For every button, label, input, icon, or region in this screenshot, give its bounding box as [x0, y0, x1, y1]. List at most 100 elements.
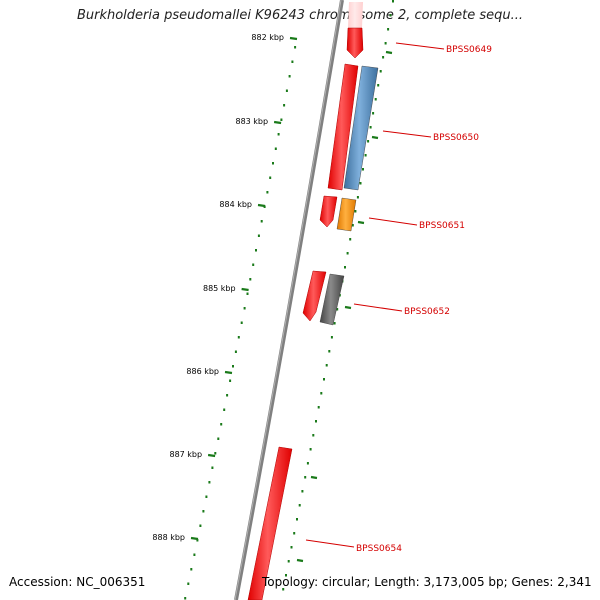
outer-major-tick [296, 558, 304, 563]
scale-dot [229, 379, 232, 382]
gene-arrow-bpss0654[interactable] [247, 446, 293, 600]
scale-tick-label: 883 kbp [235, 117, 268, 126]
gene-labels[interactable]: BPSS0649 BPSS0650 BPSS0651 BPSS0652 BPSS0654 [305, 42, 492, 554]
outer-dot [312, 434, 315, 437]
scale-tick-label: 885 kbp [203, 284, 236, 293]
outer-dot [369, 126, 372, 129]
scale-major-tick [257, 203, 266, 208]
backbone [234, 0, 344, 600]
outer-major-tick [310, 475, 318, 480]
scale-dot [196, 539, 199, 542]
gene-label-leader [305, 539, 355, 548]
outer-dot [304, 476, 307, 479]
gene-arrow-bpss0651[interactable] [319, 195, 338, 228]
outer-dot [364, 154, 367, 157]
scale-ticks: 882 kbp 883 kbp 884 kbp 885 kbp 886 kbp 887 k… [152, 33, 298, 600]
outer-dot [377, 84, 380, 87]
outer-dot [309, 448, 312, 451]
scale-dot [184, 597, 187, 600]
genome-summary: Topology: circular; Length: 3,173,005 bp… [262, 575, 592, 589]
scale-dot [255, 249, 257, 252]
scale-major-tick [273, 120, 282, 125]
outer-major-tick [371, 135, 379, 140]
scale-major-tick [207, 453, 216, 458]
outer-dot [359, 182, 362, 185]
map-title: Burkholderia pseudomallei K96243 chromos… [76, 8, 524, 23]
scale-dot [240, 321, 243, 324]
outer-dot [346, 252, 349, 255]
scale-dot [252, 263, 255, 266]
outer-dot [290, 546, 293, 549]
gene-features[interactable] [247, 2, 379, 600]
scale-dot [232, 365, 234, 368]
scale-dot [249, 278, 252, 281]
gene-arrow-faint[interactable] [348, 2, 363, 28]
accession-label: Accession: NC_006351 [9, 575, 146, 589]
outer-dot [362, 168, 364, 171]
outer-dot [315, 420, 317, 423]
gene-arrow-bpss0649[interactable] [346, 27, 364, 59]
scale-major-tick [190, 536, 199, 541]
chromosome-backbone [234, 0, 344, 600]
scale-dot [202, 510, 205, 513]
outer-dot [349, 238, 352, 241]
scale-dot [280, 118, 283, 121]
scale-dot [288, 75, 291, 78]
scale-dot [237, 336, 240, 339]
outer-dot [379, 70, 382, 73]
scale-dot [199, 524, 202, 527]
scale-dot [269, 176, 272, 179]
feature-block-bpss0651[interactable] [336, 197, 357, 232]
scale-dot [193, 553, 196, 556]
scale-tick-label: 888 kbp [152, 533, 185, 542]
scale-dot [291, 60, 294, 63]
scale-dot [277, 133, 280, 136]
outer-dot [351, 224, 354, 227]
outer-dot [317, 406, 320, 409]
gene-label-leader [353, 303, 403, 312]
gene-arrow-bpss0650[interactable] [327, 63, 359, 191]
chromosome-backbone-shine [234, 0, 342, 600]
outer-dot [282, 588, 285, 591]
outer-dot [336, 308, 339, 311]
scale-dot [283, 104, 286, 107]
outer-dot [372, 112, 375, 115]
outer-dot [285, 574, 287, 577]
scale-dot [285, 89, 288, 92]
outer-major-tick [357, 220, 365, 225]
scale-tick-label: 882 kbp [251, 33, 284, 42]
gene-label-bpss0654[interactable]: BPSS0654 [356, 544, 402, 554]
scale-dot [217, 437, 220, 440]
outer-dot [356, 196, 359, 199]
outer-dot [382, 56, 385, 59]
outer-dot [323, 378, 325, 381]
outer-dot [374, 98, 377, 101]
gene-label-bpss0649[interactable]: BPSS0649 [446, 45, 492, 55]
outer-dot [306, 462, 309, 465]
outer-dot [354, 210, 357, 213]
gene-label-leader [395, 42, 445, 50]
outer-dot [392, 0, 394, 3]
scale-tick-label: 887 kbp [169, 450, 202, 459]
outer-major-tick [344, 305, 352, 310]
scale-dot [294, 46, 297, 49]
feature-block-bpss0652[interactable] [319, 273, 345, 326]
outer-dot [320, 392, 323, 395]
gene-arrow-bpss0652[interactable] [302, 270, 327, 322]
outer-dot [330, 336, 333, 339]
scale-major-tick [224, 370, 233, 375]
scale-tick-label: 886 kbp [186, 367, 219, 376]
scale-major-tick [289, 36, 298, 41]
gene-label-bpss0650[interactable]: BPSS0650 [433, 133, 479, 143]
outer-dot [333, 322, 336, 325]
gene-label-bpss0652[interactable]: BPSS0652 [404, 307, 450, 317]
scale-dot [223, 408, 226, 411]
scale-dot [214, 452, 217, 455]
gene-label-leader [368, 217, 418, 226]
outer-dot [287, 560, 290, 563]
scale-dot [260, 220, 263, 223]
scale-dot [208, 481, 211, 484]
feature-block-bpss0650[interactable] [343, 65, 379, 191]
gene-label-bpss0651[interactable]: BPSS0651 [419, 221, 465, 231]
